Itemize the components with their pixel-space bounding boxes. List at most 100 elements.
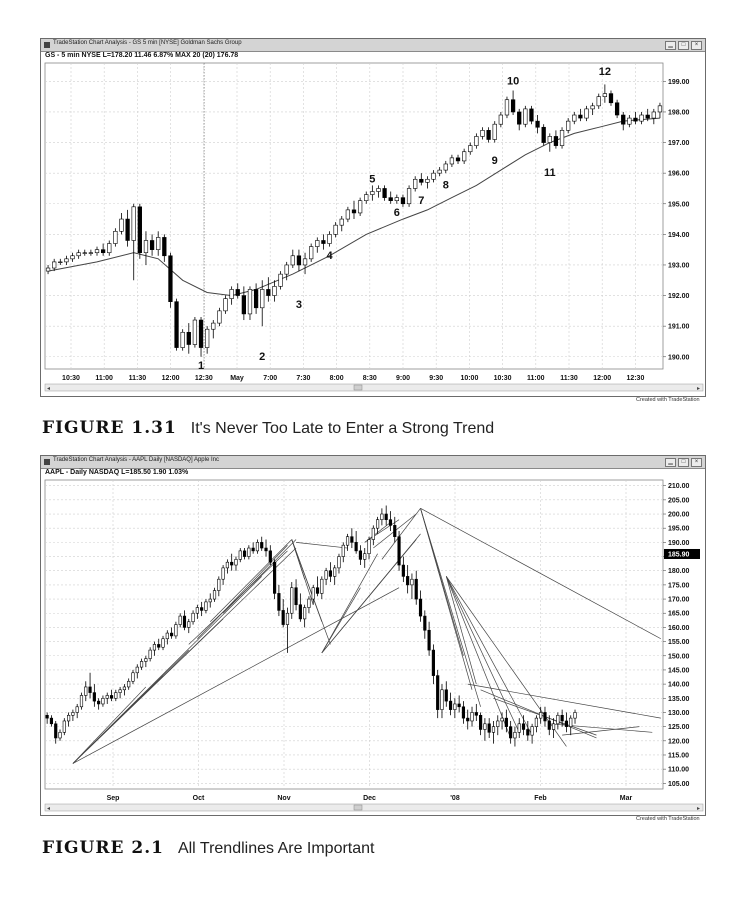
x-tick-label: '08 bbox=[450, 795, 460, 802]
candle-body bbox=[217, 310, 222, 324]
candle-body bbox=[564, 720, 569, 727]
candle-body bbox=[119, 218, 124, 232]
candle-body bbox=[517, 111, 522, 125]
candle-body bbox=[397, 536, 401, 566]
candle-body bbox=[100, 249, 106, 254]
candle-body bbox=[530, 726, 534, 736]
candle-body bbox=[504, 99, 510, 116]
candle-body bbox=[453, 703, 457, 710]
x-tick-label: 12:30 bbox=[195, 375, 213, 382]
candle-body bbox=[509, 726, 513, 739]
swing-number-label: 7 bbox=[418, 195, 424, 207]
trendline bbox=[197, 544, 288, 639]
candle-body bbox=[517, 723, 521, 733]
x-tick-label: Sep bbox=[107, 795, 120, 802]
candle-body bbox=[572, 114, 577, 122]
x-tick-label: May bbox=[230, 375, 244, 382]
candle-body bbox=[639, 114, 644, 122]
candle-body bbox=[448, 700, 453, 710]
candle-body bbox=[534, 717, 538, 727]
candle-body bbox=[621, 114, 626, 125]
candle-body bbox=[431, 172, 436, 180]
trendline bbox=[364, 519, 400, 543]
candle-body bbox=[139, 661, 144, 668]
candle-body bbox=[496, 720, 500, 727]
candle-body bbox=[376, 188, 381, 192]
candle-body bbox=[156, 237, 161, 250]
candle-body bbox=[380, 513, 384, 520]
scrollbar-thumb bbox=[353, 384, 363, 391]
candle-body bbox=[161, 638, 165, 648]
trendline bbox=[291, 539, 331, 645]
candle-body bbox=[320, 578, 324, 594]
candle-body bbox=[510, 99, 516, 113]
candle-body bbox=[645, 114, 650, 119]
candle-body bbox=[131, 672, 135, 682]
minimize-button[interactable]: ▁ bbox=[665, 41, 676, 50]
candle-body bbox=[419, 178, 424, 183]
candle-body bbox=[483, 723, 487, 730]
x-tick-label: 10:00 bbox=[460, 375, 478, 382]
candle-body bbox=[45, 714, 49, 719]
candle-body bbox=[294, 587, 298, 606]
figure-title: All Trendlines Are Important bbox=[177, 840, 375, 857]
candle-body bbox=[560, 714, 564, 722]
candle-body bbox=[443, 163, 448, 171]
candle-body bbox=[486, 130, 491, 140]
x-tick-label: Nov bbox=[277, 795, 290, 802]
candle-body bbox=[272, 286, 277, 296]
y-tick-label: 194.00 bbox=[668, 232, 690, 239]
candle-body bbox=[127, 680, 131, 688]
maximize-button[interactable]: □ bbox=[678, 458, 689, 467]
swing-number-label: 3 bbox=[296, 299, 302, 311]
y-tick-label: 205.00 bbox=[668, 497, 690, 504]
candle-body bbox=[333, 567, 337, 577]
x-tick-label: 10:30 bbox=[62, 375, 80, 382]
y-tick-label: 210.00 bbox=[668, 483, 690, 490]
candle-body bbox=[406, 576, 410, 586]
candle-body bbox=[137, 206, 142, 254]
candle-body bbox=[657, 105, 663, 113]
symbol-info-line: AAPL - Daily NASDAQ L=185.50 1.90 1.03% bbox=[45, 469, 189, 476]
candle-body bbox=[58, 732, 62, 739]
x-tick-label: Dec bbox=[363, 795, 376, 802]
candle-body bbox=[230, 561, 234, 566]
candle-body bbox=[498, 114, 503, 125]
candle-body bbox=[296, 255, 302, 266]
candle-body bbox=[444, 689, 448, 702]
x-tick-label: Mar bbox=[620, 795, 633, 802]
plot-area bbox=[44, 479, 664, 790]
y-tick-label: 200.00 bbox=[668, 512, 690, 519]
candle-body bbox=[186, 331, 191, 345]
candle-body bbox=[191, 612, 195, 623]
candle-body bbox=[470, 712, 474, 722]
candle-body bbox=[413, 178, 418, 189]
maximize-button[interactable]: □ bbox=[678, 41, 689, 50]
candle-body bbox=[64, 258, 69, 263]
candle-body bbox=[71, 712, 75, 716]
candle-body bbox=[425, 178, 430, 183]
candle-body bbox=[165, 632, 169, 640]
candle-body bbox=[345, 209, 351, 220]
candle-body bbox=[75, 706, 79, 713]
candle-body bbox=[351, 209, 357, 214]
candle-body bbox=[125, 218, 130, 241]
candle-body bbox=[492, 123, 497, 140]
trendline bbox=[467, 683, 661, 719]
candle-body bbox=[278, 273, 283, 287]
candle-body bbox=[357, 200, 363, 214]
x-tick-label: 11:30 bbox=[560, 375, 578, 382]
close-button[interactable]: × bbox=[691, 41, 702, 50]
candle-body bbox=[97, 700, 101, 705]
trendline bbox=[480, 689, 597, 739]
candle-body bbox=[273, 561, 277, 594]
close-button[interactable]: × bbox=[691, 458, 702, 467]
minimize-button[interactable]: ▁ bbox=[665, 458, 676, 467]
candle-body bbox=[449, 157, 455, 165]
candle-body bbox=[457, 703, 461, 708]
x-tick-label: 11:00 bbox=[527, 375, 545, 382]
trendline bbox=[445, 576, 520, 733]
candle-body bbox=[298, 604, 302, 620]
candle-body bbox=[602, 93, 608, 97]
candle-body bbox=[67, 714, 71, 722]
